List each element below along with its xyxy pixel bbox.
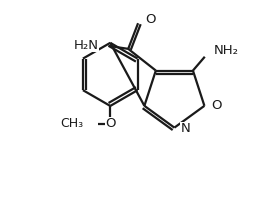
Text: H₂N: H₂N (74, 39, 99, 52)
Text: N: N (180, 122, 190, 135)
Text: O: O (211, 99, 222, 112)
Text: CH₃: CH₃ (61, 117, 84, 130)
Text: O: O (105, 117, 115, 130)
Text: O: O (145, 13, 155, 26)
Text: NH₂: NH₂ (214, 44, 239, 57)
